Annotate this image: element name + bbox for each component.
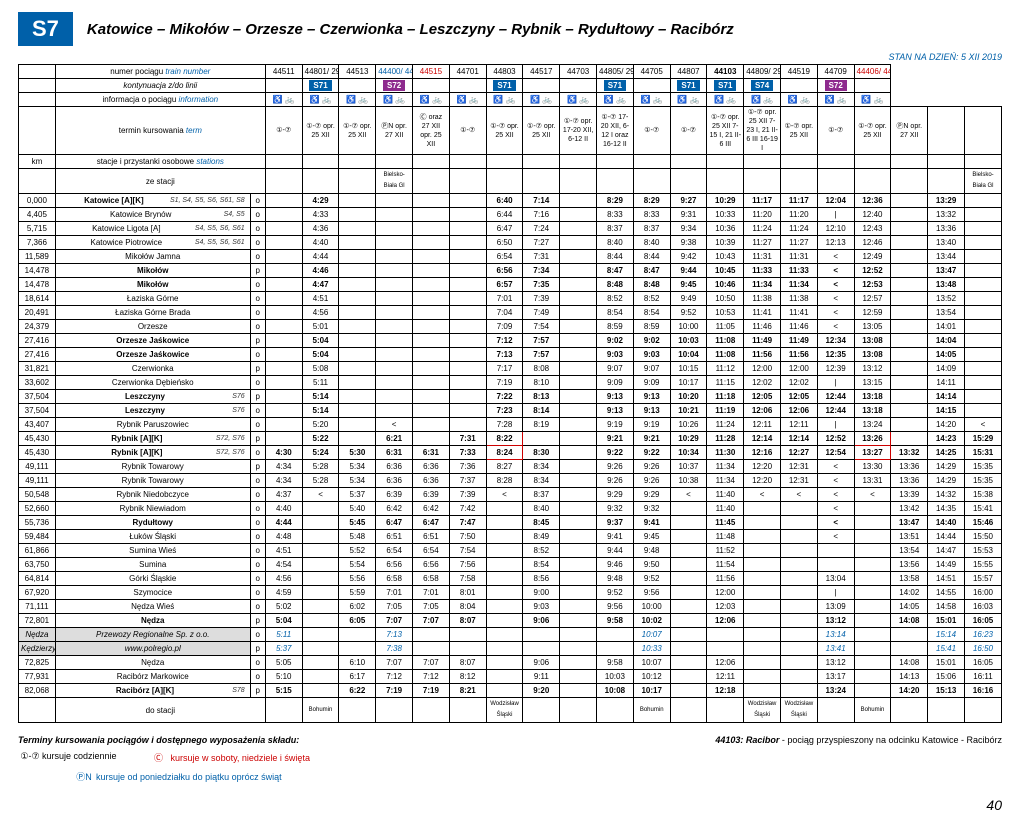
route-badge: S7	[18, 12, 73, 46]
footer-right: 44103: Racibor - pociąg przyspieszony na…	[715, 735, 1002, 745]
footer: Terminy kursowania pociągów i dostępnego…	[18, 735, 1002, 783]
date-status: STAN NA DZIEŃ: 5 XII 2019	[18, 52, 1002, 62]
page-number: 40	[18, 797, 1002, 813]
route-title: Katowice – Mikołów – Orzesze – Czerwionk…	[87, 21, 734, 38]
footer-left: Terminy kursowania pociągów i dostępnego…	[18, 735, 299, 745]
header: S7 Katowice – Mikołów – Orzesze – Czerwi…	[18, 12, 1002, 46]
timetable: numer pociągu train number4451144801/ 29…	[18, 64, 1002, 723]
legend: ①-⑦kursuje codziennie Ⓒkursuje w soboty,…	[18, 751, 1002, 764]
